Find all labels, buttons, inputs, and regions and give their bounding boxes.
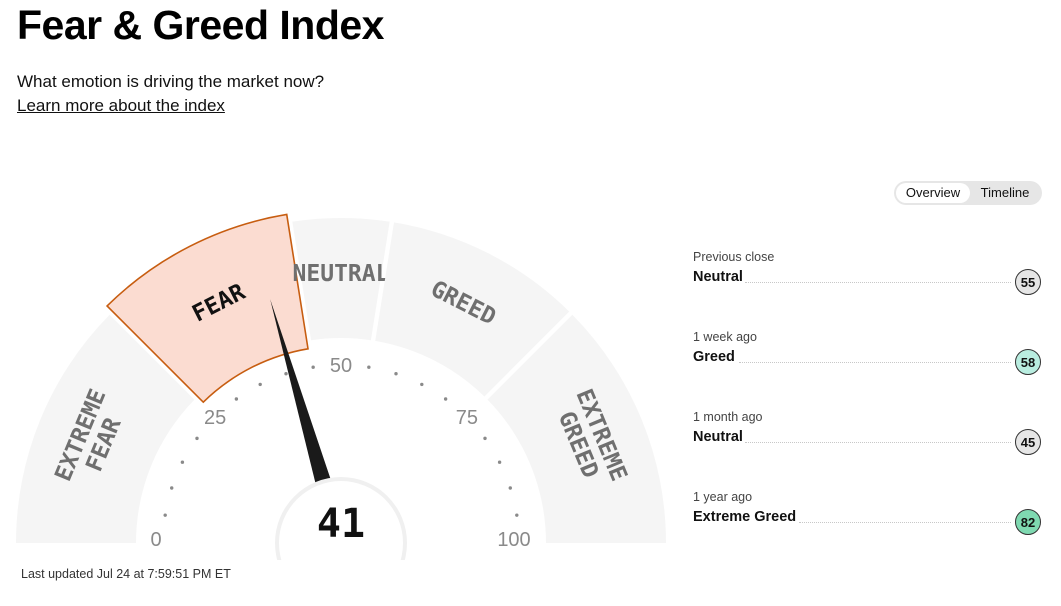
gauge-tick-dot (234, 397, 239, 401)
history-rating: Extreme Greed (693, 509, 797, 525)
gauge-needle (270, 299, 332, 488)
history-row-previous-close: Previous close Neutral 55 (693, 250, 1041, 310)
gauge-segment-fear (105, 213, 309, 404)
gauge-tick-dot (284, 372, 288, 376)
history-label: 1 year ago (693, 490, 753, 504)
history-score-badge: 55 (1015, 269, 1041, 295)
dotted-divider (739, 362, 1011, 363)
gauge-label-text: NEUTRAL (293, 261, 390, 287)
dotted-divider (799, 522, 1011, 523)
gauge-tick-dot (367, 365, 371, 369)
gauge-tick-label: 25 (204, 407, 226, 429)
timeline-toggle-button[interactable]: Timeline (980, 185, 1030, 200)
gauge-tick-dot (170, 486, 174, 490)
dotted-divider (745, 442, 1011, 443)
history-score-badge: 82 (1015, 509, 1041, 535)
gauge-tick-dot (508, 486, 512, 490)
gauge-tick-dot (394, 372, 398, 376)
history-score-badge: 58 (1015, 349, 1041, 375)
history-row-1-year-ago: 1 year ago Extreme Greed 82 (693, 490, 1041, 550)
gauge-hub (279, 481, 403, 560)
history-label: 1 week ago (693, 330, 757, 344)
gauge-tick-dot (420, 382, 424, 387)
overview-toggle-button[interactable]: Overview (896, 183, 970, 203)
last-updated-text: Last updated Jul 24 at 7:59:51 PM ET (21, 567, 231, 581)
gauge-tick-dot (443, 397, 448, 401)
gauge-tick-dot (311, 365, 315, 369)
gauge-segment-extreme-fear (16, 314, 195, 543)
page-title: Fear & Greed Index (17, 2, 384, 48)
gauge-tick-label: 100 (497, 529, 530, 551)
view-toggle: Overview Timeline (894, 181, 1042, 205)
history-row-1-week-ago: 1 week ago Greed 58 (693, 330, 1041, 390)
history-rating: Neutral (693, 429, 743, 445)
history-label: 1 month ago (693, 410, 763, 424)
history-rating: Greed (693, 349, 735, 365)
gauge-segment-label-neutral: NEUTRAL (293, 261, 390, 287)
gauge-tick-label: 0 (150, 529, 161, 551)
learn-more-link[interactable]: Learn more about the index (17, 96, 225, 115)
gauge-tick-label: 75 (456, 407, 478, 429)
dotted-divider (745, 282, 1011, 283)
gauge-segment-greed (375, 222, 570, 397)
history-score-badge: 45 (1015, 429, 1041, 455)
gauge-tick-dot (195, 436, 199, 441)
history-label: Previous close (693, 250, 775, 264)
history-row-1-month-ago: 1 month ago Neutral 45 (693, 410, 1041, 470)
gauge-tick-dot (497, 460, 502, 464)
history-rating: Neutral (693, 269, 743, 285)
gauge-value: 41 (317, 501, 365, 547)
gauge-segment-neutral (292, 217, 390, 341)
gauge-tick-dot (483, 436, 487, 441)
gauge-tick-label: 50 (330, 355, 352, 377)
fear-greed-gauge: EXTREMEFEARFEARNEUTRALGREEDEXTREMEGREED0… (16, 213, 666, 560)
gauge-segment-extreme-greed (487, 314, 666, 543)
gauge-tick-dot (258, 382, 262, 387)
gauge-tick-dot (163, 513, 167, 517)
gauge-tick-dot (515, 513, 519, 517)
page-subtitle: What emotion is driving the market now? (17, 72, 325, 91)
gauge-inner-area (137, 339, 545, 543)
gauge-tick-dot (180, 460, 185, 464)
